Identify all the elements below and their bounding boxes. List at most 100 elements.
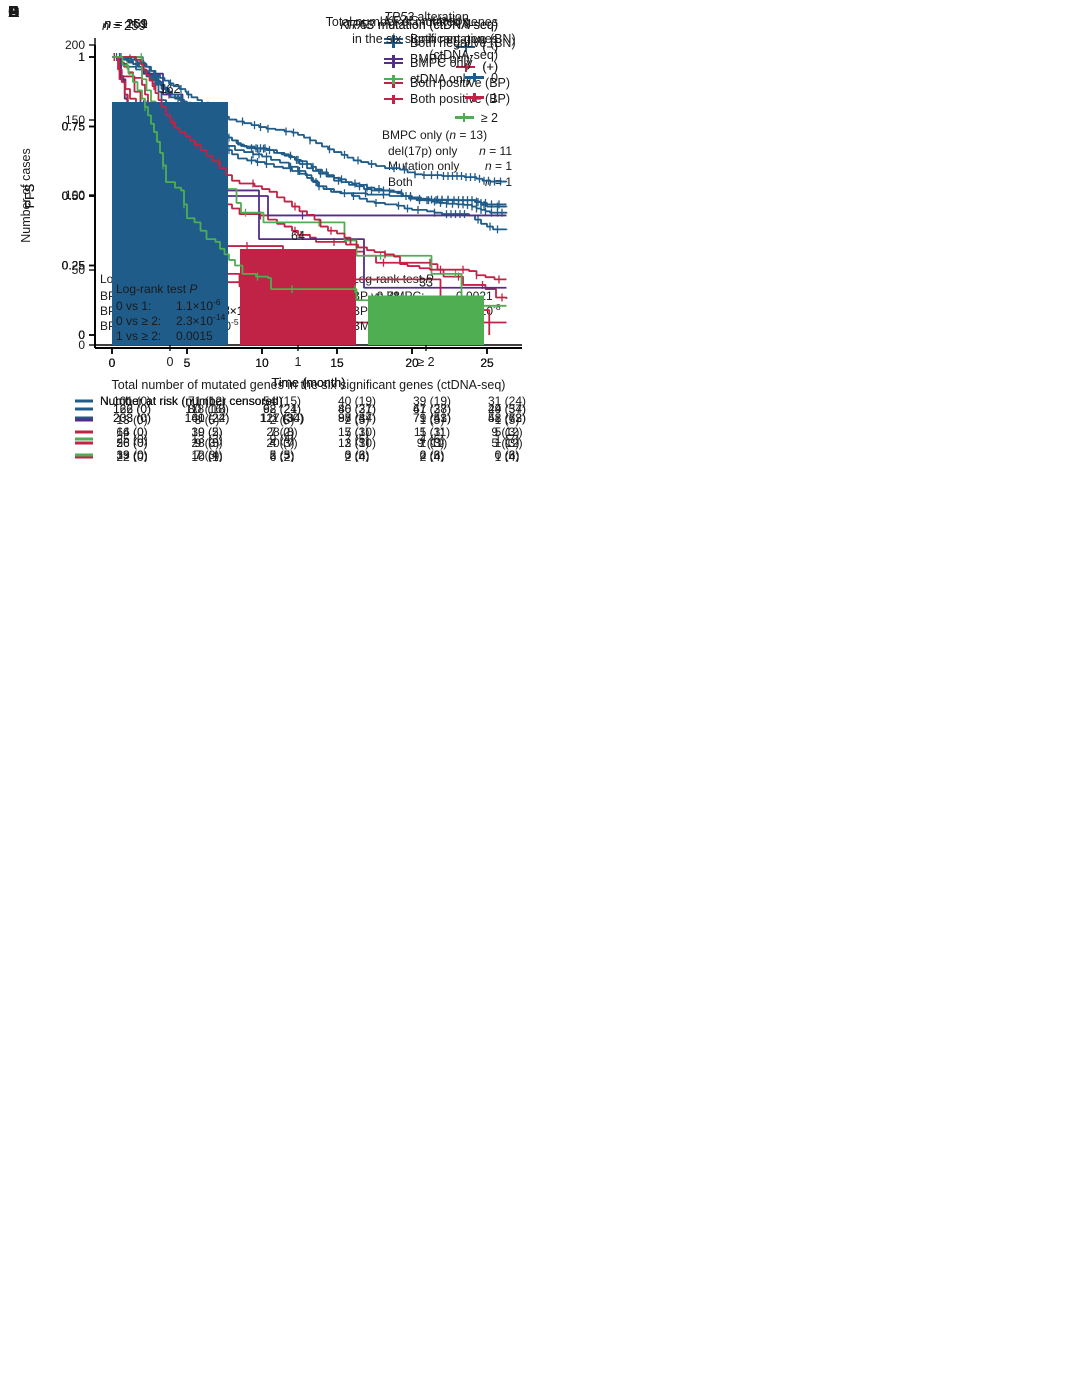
svg-text:PFS: PFS: [23, 184, 37, 208]
svg-text:5: 5: [184, 356, 191, 370]
svg-text:1 (5): 1 (5): [420, 413, 445, 427]
svg-text:64 (0): 64 (0): [116, 425, 147, 439]
svg-text:2 (4): 2 (4): [345, 450, 370, 462]
legend-item: 1: [326, 88, 498, 108]
svg-text:10: 10: [255, 356, 269, 370]
svg-text:39 (5): 39 (5): [191, 425, 222, 439]
svg-text:33: 33: [419, 276, 433, 290]
panel-letter: E: [8, 4, 19, 21]
legend-title: KRAS mutation (ctDNA-seq): [340, 16, 498, 34]
svg-text:2 (3): 2 (3): [345, 436, 370, 450]
legend-item: (−): [344, 37, 498, 57]
svg-text:10 (2): 10 (2): [191, 425, 222, 439]
km-marker-icon: [384, 94, 403, 104]
sample-size-label: n = 161: [104, 16, 148, 31]
svg-text:Number at risk (number censore: Number at risk (number censored): [100, 394, 283, 408]
km-marker-icon: [454, 113, 474, 122]
svg-text:0.75: 0.75: [62, 120, 86, 134]
panel-letter: F: [8, 4, 18, 21]
svg-text:31 (24): 31 (24): [488, 394, 526, 408]
legend-item: 0: [326, 68, 498, 88]
legend-title: KRAS mutation: [384, 14, 470, 28]
svg-text:Number at risk (number censore: Number at risk (number censored): [100, 394, 283, 408]
svg-text:Time (month): Time (month): [272, 376, 346, 390]
svg-text:20: 20: [405, 356, 419, 370]
svg-text:Number of cases: Number of cases: [19, 148, 33, 242]
annotation-title: BMPC only (n = 13): [382, 128, 488, 142]
svg-text:126 (0): 126 (0): [113, 402, 151, 416]
annotation-row: del(17p) only n = 11: [388, 143, 512, 158]
svg-text:0: 0: [109, 356, 116, 370]
svg-text:98 (44): 98 (44): [338, 411, 376, 425]
svg-text:141 (22): 141 (22): [185, 411, 230, 425]
svg-text:5: 5: [184, 356, 191, 370]
svg-text:1: 1: [78, 50, 85, 64]
svg-text:25: 25: [480, 356, 494, 370]
svg-text:64: 64: [291, 229, 305, 243]
svg-text:111 (30): 111 (30): [261, 411, 304, 425]
svg-text:0.50: 0.50: [62, 189, 86, 203]
svg-text:10: 10: [255, 356, 269, 370]
panel-e: 0 50 100 150 200 162 0 64 1 33 ≥ 2 Total number of …: [0, 0, 540, 462]
svg-text:203 (0): 203 (0): [113, 411, 151, 425]
svg-text:25: 25: [480, 356, 494, 370]
svg-text:1 (3): 1 (3): [420, 436, 445, 450]
svg-text:5 (5): 5 (5): [270, 448, 295, 462]
n-value: = 259: [111, 16, 148, 31]
svg-text:7 (3): 7 (3): [195, 448, 220, 462]
logrank-block: Log-rank test P 0 vs 1: 1.1×10-6 0 vs ≥ 2…: [116, 282, 225, 344]
svg-text:233 (0): 233 (0): [113, 411, 151, 425]
km-marker-icon: [384, 34, 403, 44]
svg-text:PFS: PFS: [23, 184, 37, 208]
svg-text:20: 20: [405, 356, 419, 370]
n-italic: n: [104, 16, 112, 31]
svg-text:2 (4): 2 (4): [420, 450, 445, 462]
svg-text:79 (51): 79 (51): [413, 411, 451, 425]
svg-text:13 (10): 13 (10): [338, 436, 376, 450]
legend: TP53 alteration Both negative (BN) BMPC …: [384, 8, 516, 109]
logrank-title: Log-rank test P: [116, 282, 198, 296]
svg-text:2 (6): 2 (6): [420, 448, 445, 462]
gene-name: KRAS: [340, 18, 375, 32]
sample-size-label: n = 259: [104, 16, 148, 31]
panel-letter: D: [8, 4, 20, 21]
svg-text:127 (34): 127 (34): [260, 411, 305, 425]
legend-item: (+): [344, 57, 498, 77]
svg-text:1: 1: [78, 50, 85, 64]
svg-text:0.50: 0.50: [62, 189, 86, 203]
svg-text:67 (37): 67 (37): [413, 402, 451, 416]
svg-text:0 (6): 0 (6): [495, 448, 520, 462]
svg-text:PFS: PFS: [23, 184, 37, 208]
legend-title-line: (ctDNA-seq): [429, 48, 498, 62]
legend: TP53 mutation (ctDNA-seq) (−) (+): [344, 16, 498, 77]
svg-text:0 (3): 0 (3): [345, 448, 370, 462]
svg-text:3 (6): 3 (6): [345, 448, 370, 462]
svg-text:54 (15): 54 (15): [263, 394, 301, 408]
svg-text:9 (12): 9 (12): [491, 425, 522, 439]
svg-text:1: 1: [295, 355, 302, 369]
svg-text:0.25: 0.25: [62, 259, 86, 273]
legend-item-label: (+): [482, 60, 498, 74]
gene-name: TP53: [384, 10, 414, 24]
panel-letter: A: [8, 4, 20, 21]
svg-text:1 (7): 1 (7): [495, 432, 520, 446]
svg-text:0.50: 0.50: [62, 189, 86, 203]
svg-text:2 (5): 2 (5): [270, 413, 295, 427]
svg-text:162 (0): 162 (0): [113, 402, 151, 416]
legend-title-line: in the six significant genes: [352, 31, 498, 46]
svg-text:0.75: 0.75: [62, 120, 86, 134]
svg-text:1: 1: [78, 50, 85, 64]
legend-item-label: (−): [482, 40, 498, 54]
svg-text:PFS: PFS: [23, 184, 37, 208]
svg-text:20: 20: [405, 356, 419, 370]
svg-text:39 (19): 39 (19): [413, 394, 451, 408]
km-marker-icon: [456, 62, 476, 72]
svg-text:15: 15: [330, 356, 344, 370]
svg-text:28 (8): 28 (8): [266, 425, 297, 439]
svg-text:≥ 2: ≥ 2: [417, 355, 434, 369]
svg-text:101 (0): 101 (0): [113, 394, 151, 408]
svg-text:7 (5): 7 (5): [345, 432, 370, 446]
